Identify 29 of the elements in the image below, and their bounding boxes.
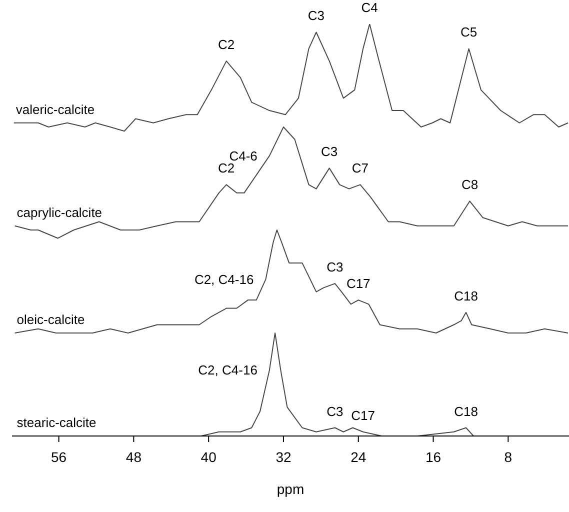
annotation: C2 <box>218 160 235 176</box>
annotation: C2 <box>218 37 235 52</box>
series-label: oleic-calcite <box>16 312 85 327</box>
annotation: C18 <box>454 288 478 304</box>
annotation: C2, C4-16 <box>198 362 258 378</box>
annotation: C3 <box>308 8 325 24</box>
annotation: C18 <box>454 404 478 419</box>
x-tick-label: 16 <box>425 448 442 465</box>
x-tick-label: 48 <box>126 448 142 465</box>
annotation: C7 <box>352 160 369 176</box>
series-label: stearic-calcite <box>16 415 96 430</box>
x-tick-label: 8 <box>504 448 512 465</box>
annotation: C3 <box>326 260 344 275</box>
annotation: C17 <box>351 408 375 423</box>
annotation: C3 <box>326 404 344 419</box>
annotation: C4-6 <box>229 148 258 164</box>
annotation: C5 <box>460 24 478 40</box>
series-label: valeric-calcite <box>16 102 95 117</box>
x-tick-label: 24 <box>350 448 366 465</box>
annotation: C3 <box>321 144 338 160</box>
x-tick-label: 32 <box>276 448 292 465</box>
annotation: C17 <box>346 276 370 292</box>
annotation: C2, C4-16 <box>194 272 254 288</box>
x-tick-label: 56 <box>51 448 67 465</box>
x-axis-title: ppm <box>276 481 304 497</box>
annotation: C4 <box>361 0 378 15</box>
x-tick-label: 40 <box>200 448 217 465</box>
annotation: C8 <box>461 177 478 192</box>
series-label: caprylic-calcite <box>16 204 102 220</box>
